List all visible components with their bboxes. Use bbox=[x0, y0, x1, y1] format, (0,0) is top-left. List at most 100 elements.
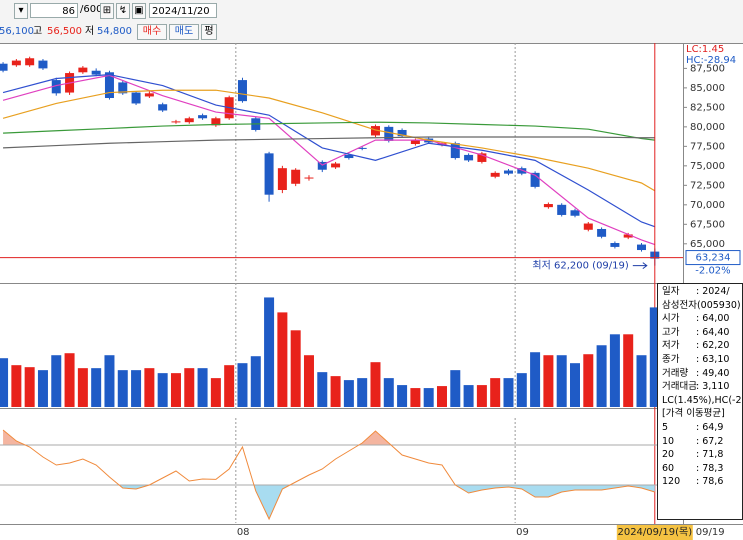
volume-bar bbox=[476, 385, 487, 407]
info-row: [가격 이동평균] bbox=[658, 407, 742, 421]
tool-button[interactable]: ⊞ bbox=[100, 3, 114, 19]
info-row: 5 : 64,9 bbox=[658, 421, 742, 435]
quote-high: 56,500 bbox=[47, 26, 82, 37]
volume-bar bbox=[569, 363, 580, 407]
info-row: LC(1.45%),HC(-2 bbox=[658, 394, 742, 408]
info-value: : 2024/ bbox=[696, 286, 730, 297]
info-label: 20 bbox=[662, 449, 675, 461]
moving-average bbox=[2, 74, 656, 228]
candle-body bbox=[623, 234, 633, 238]
volume-bar bbox=[91, 368, 102, 407]
sell-button[interactable]: 매도 bbox=[169, 24, 199, 40]
volume-bar bbox=[410, 388, 421, 407]
y-tick-label: 65,000 bbox=[690, 239, 725, 250]
volume-bar bbox=[303, 355, 314, 407]
info-value: : 64,00 bbox=[696, 313, 730, 325]
tool-button[interactable]: ▣ bbox=[132, 3, 146, 19]
volume-bar bbox=[237, 363, 248, 407]
moving-average bbox=[2, 89, 656, 192]
candle-body bbox=[277, 168, 287, 191]
candle-body bbox=[610, 243, 620, 247]
info-label: 5 bbox=[662, 421, 669, 433]
candle-body bbox=[158, 104, 168, 111]
y-tick-label: 85,000 bbox=[690, 83, 725, 94]
candle-body bbox=[357, 147, 367, 149]
hc-label: HC:-28.94 bbox=[686, 55, 736, 66]
volume-bar bbox=[636, 355, 647, 407]
volume-bar bbox=[11, 365, 22, 407]
candle-body bbox=[317, 161, 327, 170]
info-value: : 62,20 bbox=[696, 340, 730, 352]
info-value: : 64,40 bbox=[696, 326, 730, 338]
moving-average bbox=[3, 136, 655, 149]
oscillator-line bbox=[2, 429, 655, 521]
candle-body bbox=[397, 129, 407, 137]
candle-body bbox=[637, 244, 647, 251]
x-tick-label: 08 bbox=[237, 527, 250, 538]
candle-body bbox=[490, 172, 500, 177]
chart-background bbox=[0, 43, 743, 540]
count-input[interactable]: 86 bbox=[30, 3, 78, 18]
volume-bar bbox=[264, 297, 275, 407]
volume-bar bbox=[450, 370, 461, 407]
y-tick-label: 80,000 bbox=[690, 122, 725, 133]
candle-body bbox=[410, 140, 420, 145]
info-value: : 67,2 bbox=[696, 435, 724, 447]
info-row: 삼성전자(005930) bbox=[658, 299, 742, 313]
date-input[interactable]: 2024/11/20 bbox=[149, 3, 217, 18]
info-row: 10: 67,2 bbox=[658, 435, 742, 449]
info-label: 거래량 bbox=[662, 367, 689, 379]
volume-bar bbox=[144, 368, 155, 407]
info-row: 거래대금: 3,110 bbox=[658, 380, 742, 394]
candle-body bbox=[517, 168, 527, 174]
candle-body bbox=[38, 60, 48, 69]
candle-body bbox=[543, 204, 553, 208]
volume-bar bbox=[184, 368, 195, 407]
eval-button[interactable]: 평 bbox=[201, 24, 217, 40]
info-value: : 78,3 bbox=[696, 462, 724, 474]
volume-bar bbox=[290, 330, 301, 407]
candle-body bbox=[25, 58, 35, 66]
volume-bar bbox=[436, 386, 447, 407]
volume-bar bbox=[51, 355, 62, 407]
y-tick-label: 70,000 bbox=[690, 200, 725, 211]
dropdown-button[interactable]: ▾ bbox=[14, 3, 28, 19]
volume-bar bbox=[649, 307, 660, 407]
lc-label: LC:1.45 bbox=[686, 44, 724, 55]
volume-bar bbox=[397, 385, 408, 407]
candle-body bbox=[570, 210, 580, 216]
candle-body bbox=[597, 228, 607, 237]
candle-body bbox=[291, 169, 301, 184]
candle-body bbox=[104, 72, 114, 99]
candle-body bbox=[583, 223, 593, 230]
tool-button[interactable]: ↯ bbox=[116, 3, 130, 19]
volume-bar bbox=[0, 358, 9, 407]
candle-body bbox=[51, 80, 61, 94]
info-label: 저가 bbox=[662, 340, 680, 352]
candle-body bbox=[450, 143, 460, 159]
info-value: : 63,10 bbox=[696, 353, 730, 365]
y-tick-label: 77,500 bbox=[690, 141, 725, 152]
info-row: 시가: 64,00 bbox=[658, 312, 742, 326]
quote-low: 54,800 bbox=[97, 26, 132, 37]
info-label: 일자 bbox=[662, 286, 680, 297]
candle-body bbox=[171, 121, 181, 123]
candle-body bbox=[0, 63, 8, 71]
candle-body bbox=[91, 70, 101, 75]
count-total: /600 bbox=[80, 4, 103, 15]
selected-date-box bbox=[616, 525, 693, 540]
volume-bar bbox=[530, 352, 541, 407]
info-label: 고가 bbox=[662, 326, 680, 338]
y-tick-label: 67,500 bbox=[690, 219, 725, 230]
info-value: : 64,9 bbox=[696, 421, 724, 433]
quote-open: 56,100 bbox=[0, 26, 34, 37]
candle-body bbox=[344, 154, 354, 159]
info-value: : 3,110 bbox=[696, 381, 730, 393]
info-row: 일자 : 2024/ bbox=[658, 285, 742, 299]
buy-button[interactable]: 매수 bbox=[137, 24, 167, 40]
info-row: 고가 : 64,40 bbox=[658, 326, 742, 340]
volume-bar bbox=[343, 380, 354, 407]
volume-bar bbox=[463, 385, 474, 407]
